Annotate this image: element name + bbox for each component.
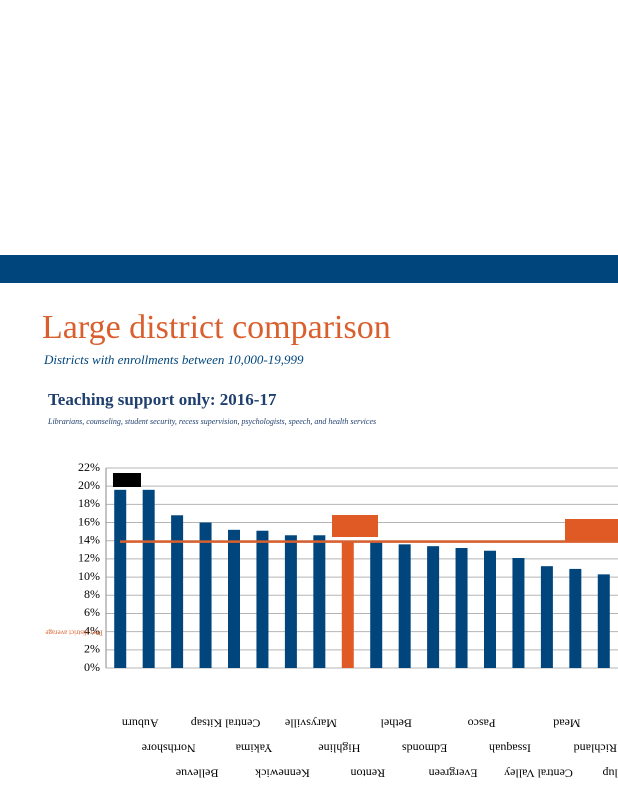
heading: Teaching support only: 2016-17 — [48, 390, 277, 409]
x-tick-label: Auburn — [122, 716, 159, 730]
y-tick-label: 22% — [78, 460, 100, 474]
y-tick-label: 4% — [84, 623, 100, 637]
x-tick-label: Central Kitsap — [191, 716, 261, 730]
x-tick-label: Renton — [350, 766, 385, 780]
x-tick-label: Kennewick — [255, 766, 310, 780]
callout-box — [113, 473, 141, 487]
bar — [540, 566, 553, 668]
bar — [284, 535, 297, 668]
y-tick-label: 16% — [78, 514, 100, 528]
header-band — [0, 255, 618, 283]
x-tick-label: Yakima — [235, 741, 272, 755]
y-tick-label: 20% — [78, 478, 100, 492]
y-tick-label: 8% — [84, 587, 100, 601]
y-tick-label: 12% — [78, 551, 100, 565]
callout-box — [332, 515, 378, 537]
x-tick-label: Issaquah — [489, 741, 531, 755]
x-tick-label: Pasco — [468, 716, 496, 730]
x-tick-label: Bethel — [380, 716, 412, 730]
bar — [142, 489, 155, 668]
x-tick-label: Highline — [318, 741, 360, 755]
x-tick-label: Evergreen — [429, 766, 478, 780]
x-tick-label: Edmonds — [402, 741, 448, 755]
bar — [398, 544, 411, 668]
bar — [313, 535, 326, 668]
bar — [512, 558, 525, 668]
note: Librarians, counseling, student security… — [47, 417, 376, 426]
bar — [484, 550, 496, 668]
bar — [114, 489, 127, 668]
average-label: Peer district average — [45, 628, 102, 636]
callout-box — [565, 519, 618, 541]
bar — [199, 522, 212, 668]
chart-title: Large district comparison — [42, 309, 391, 346]
x-tick-label: Bellevue — [176, 766, 219, 780]
bar — [569, 568, 582, 668]
bar — [228, 529, 240, 668]
bar — [455, 548, 468, 668]
bar — [427, 546, 440, 668]
bar — [171, 515, 184, 668]
bar — [256, 530, 269, 668]
x-tick-label: Northshore — [142, 741, 196, 755]
x-tick-label: Central Valley — [504, 766, 573, 780]
bar — [341, 541, 354, 668]
y-tick-label: 2% — [84, 642, 100, 656]
bar — [597, 574, 610, 668]
subtitle: Districts with enrollments between 10,00… — [43, 352, 304, 367]
y-tick-label: 0% — [84, 660, 100, 674]
y-tick-label: 14% — [78, 532, 100, 546]
bar — [370, 542, 383, 668]
x-tick-label: Richland — [574, 741, 617, 755]
x-tick-label: Marysville — [285, 716, 337, 730]
x-tick-label: Puyallup — [602, 766, 618, 780]
x-tick-label: Mead — [553, 716, 580, 730]
y-tick-label: 6% — [84, 605, 100, 619]
y-tick-label: 18% — [78, 496, 100, 510]
y-tick-label: 10% — [78, 569, 100, 583]
